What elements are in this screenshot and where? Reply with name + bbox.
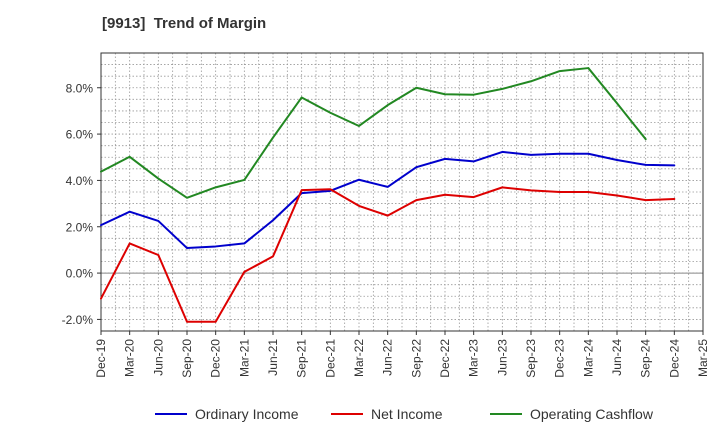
x-tick-label: Jun-21 xyxy=(266,339,280,376)
legend: Ordinary Income Net Income Operating Cashf… xyxy=(155,406,654,422)
x-tick-label: Mar-22 xyxy=(352,339,366,377)
series-line-net-income xyxy=(100,186,676,323)
legend-label-ordinary-income: Ordinary Income xyxy=(195,406,299,422)
x-tick-label: Dec-23 xyxy=(553,339,567,378)
y-tick-label: -2.0% xyxy=(62,313,94,327)
x-tick-label: Mar-21 xyxy=(237,339,251,377)
series xyxy=(100,67,676,323)
y-tick-label: 0.0% xyxy=(66,267,94,281)
y-axis: -2.0% 0.0% 2.0% 4.0% 6.0% 8.0% xyxy=(62,81,101,327)
y-tick-label: 2.0% xyxy=(66,220,94,234)
x-tick-label: Sep-22 xyxy=(409,339,423,378)
x-tick-label: Sep-20 xyxy=(180,339,194,378)
x-tick-label: Jun-24 xyxy=(610,339,624,376)
x-tick-label: Mar-24 xyxy=(581,339,595,377)
x-tick-label: Dec-22 xyxy=(438,339,452,378)
legend-label-operating-cashflow: Operating Cashflow xyxy=(530,406,654,422)
y-tick-label: 8.0% xyxy=(66,81,94,95)
x-tick-label: Dec-21 xyxy=(323,339,337,378)
x-tick-label: Mar-25 xyxy=(696,339,710,377)
plot-frame xyxy=(100,52,704,332)
x-tick-label: Dec-24 xyxy=(667,339,681,378)
x-tick-label: Jun-23 xyxy=(495,339,509,376)
y-tick-label: 6.0% xyxy=(66,128,94,142)
x-tick-label: Sep-23 xyxy=(524,339,538,378)
x-tick-label: Dec-19 xyxy=(94,339,108,378)
x-tick-label: Sep-21 xyxy=(295,339,309,378)
x-tick-label: Mar-23 xyxy=(467,339,481,377)
x-tick-label: Dec-20 xyxy=(209,339,223,378)
x-tick-label: Jun-20 xyxy=(151,339,165,376)
chart-title: [9913] Trend of Margin xyxy=(102,15,267,32)
x-tick-label: Sep-24 xyxy=(639,339,653,378)
x-tick-label: Jun-22 xyxy=(381,339,395,376)
series-line-ordinary-income xyxy=(100,150,676,250)
legend-label-net-income: Net Income xyxy=(371,406,443,422)
series-line-operating-cashflow xyxy=(100,67,647,199)
x-axis: Dec-19 Mar-20 Jun-20 Sep-20 Dec-20 Mar-21 Jun-… xyxy=(94,331,710,378)
y-tick-label: 4.0% xyxy=(66,174,94,188)
x-tick-label: Mar-20 xyxy=(123,339,137,377)
